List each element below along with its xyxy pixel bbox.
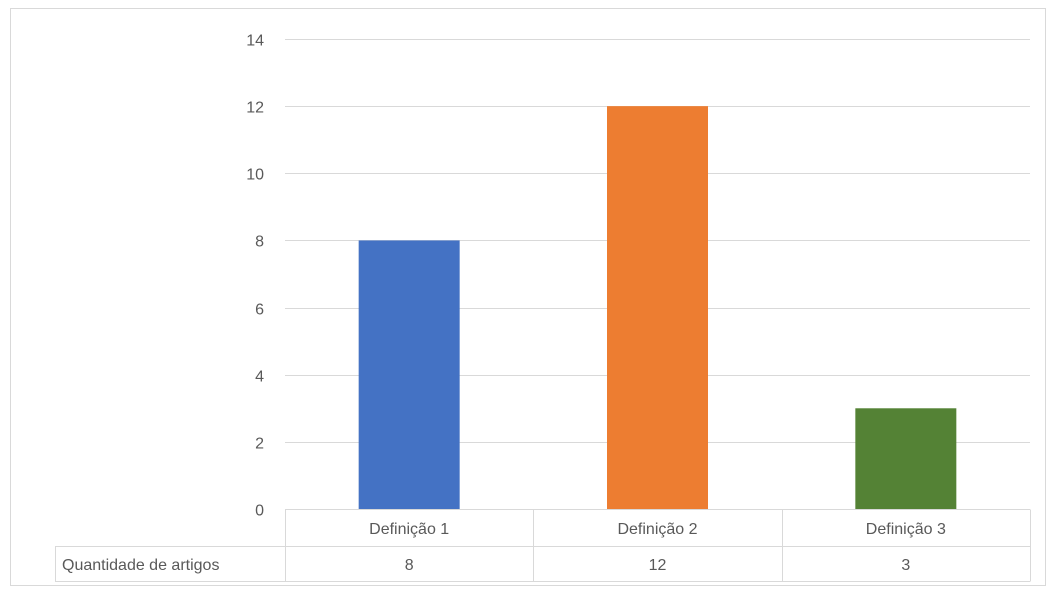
category-label-1: Definição 1 (369, 521, 449, 538)
bar-2 (607, 106, 708, 510)
chart-frame (10, 8, 1046, 586)
bar-3 (855, 408, 957, 509)
series-row-label: Quantidade de artigos (62, 557, 219, 574)
y-tick-label-6: 6 (255, 302, 264, 319)
bar-1 (358, 240, 460, 509)
data-table: Definição 1 Definição 2 Definição 3 Quantid… (55, 509, 1031, 582)
data-value-1: 8 (405, 557, 414, 574)
category-label-2: Definição 2 (617, 521, 697, 538)
y-tick-label-8: 8 (255, 234, 264, 251)
y-tick-label-12: 12 (246, 100, 264, 117)
y-tick-label-2: 2 (255, 436, 264, 453)
category-label-3: Definição 3 (866, 521, 946, 538)
y-tick-label-4: 4 (255, 369, 264, 386)
y-tick-label-0: 0 (255, 503, 264, 520)
y-axis-ticks: 0 2 4 6 8 10 12 14 (246, 33, 264, 520)
data-value-2: 12 (649, 557, 667, 574)
y-tick-label-10: 10 (246, 167, 264, 184)
data-value-3: 3 (901, 557, 910, 574)
y-tick-label-14: 14 (246, 33, 264, 50)
bars (358, 106, 957, 510)
